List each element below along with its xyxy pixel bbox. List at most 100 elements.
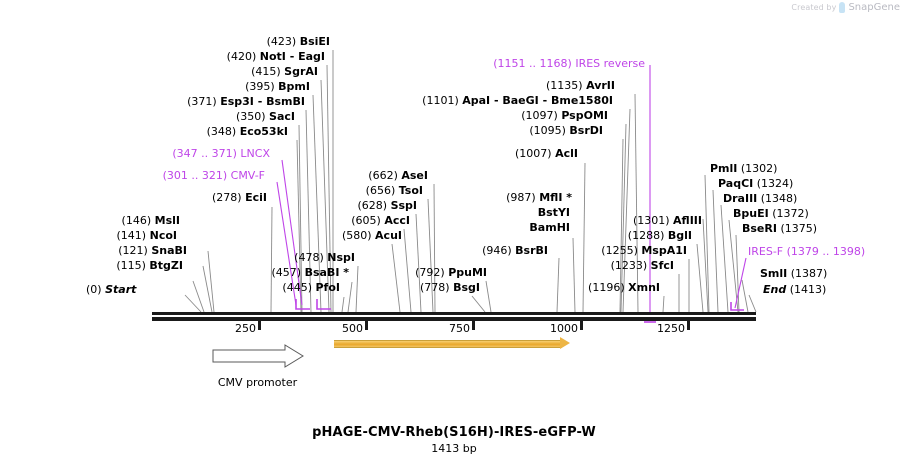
site-enzymes: SmlI — [760, 267, 788, 280]
site-label[interactable]: (423) BsiEI — [60, 36, 330, 48]
primer-label-lncx[interactable]: (347 .. 371) LNCX — [60, 148, 270, 160]
site-label[interactable]: (445) PfoI — [200, 282, 340, 294]
snapgene-watermark: Created by SnapGene — [791, 2, 900, 13]
site-label[interactable]: (1233) SfcI — [540, 260, 674, 272]
site-label[interactable]: BpuEI (1372) — [733, 208, 809, 220]
axis-tick — [365, 321, 368, 330]
site-position: (1375) — [780, 222, 818, 235]
site-label[interactable]: (580) AcuI — [260, 230, 402, 242]
site-position: (1135) — [546, 79, 583, 92]
primer-name: IRES reverse — [575, 57, 645, 70]
page-title: pHAGE-CMV-Rheb(S16H)-IRES-eGFP-W — [312, 425, 596, 440]
cmv-promoter-arrow-shape — [212, 344, 304, 368]
site-enzymes: BsrDI — [569, 124, 603, 137]
site-label[interactable]: (987) MflI * — [420, 192, 572, 204]
site-position: (580) — [341, 229, 372, 242]
site-enzymes: Esp3I - BsmBI — [220, 95, 305, 108]
site-label[interactable]: (946) BsrBI — [420, 245, 548, 257]
primer-range: (1379 .. 1398) — [786, 245, 866, 258]
site-label[interactable]: (1288) BglI — [540, 230, 692, 242]
site-position: (445) — [282, 281, 312, 294]
ires-feature-arrowhead[interactable] — [560, 337, 570, 349]
axis-tick-label: 1000 — [550, 322, 578, 335]
watermark-prefix: Created by — [791, 3, 837, 12]
site-enzymes: BseRI — [742, 222, 777, 235]
primer-range: (1151 .. 1168) — [493, 57, 572, 70]
site-enzymes: AflIII — [673, 214, 702, 227]
site-position: (1233) — [610, 259, 648, 272]
primer-name: CMV-F — [230, 169, 265, 182]
site-label[interactable]: (420) NotI - EagI — [60, 51, 325, 63]
end-label: End — [763, 283, 787, 296]
site-label[interactable]: (656) TsoI — [260, 185, 423, 197]
primer-label-ires-f[interactable]: IRES-F (1379 .. 1398) — [748, 246, 865, 258]
site-label[interactable]: (371) Esp3I - BsmBI — [60, 96, 305, 108]
plasmid-backbone-line-lower[interactable] — [152, 317, 756, 321]
site-label[interactable]: DraIII (1348) — [723, 193, 797, 205]
site-label[interactable]: (792) PpuMI — [330, 267, 487, 279]
site-position: (792) — [415, 266, 445, 279]
site-label[interactable]: (415) SgrAI — [60, 66, 318, 78]
site-enzymes: BstYI — [537, 206, 570, 219]
site-label[interactable]: (1135) AvrII — [380, 80, 615, 92]
site-label[interactable]: (350) SacI — [60, 111, 295, 123]
site-position: (987) — [506, 191, 536, 204]
site-label[interactable]: (348) Eco53kI — [60, 126, 288, 138]
site-label[interactable]: BseRI (1375) — [742, 223, 817, 235]
site-enzymes: TsoI — [398, 184, 423, 197]
site-label[interactable]: PaqCI (1324) — [718, 178, 793, 190]
site-label[interactable]: (121) SnaBI — [60, 245, 187, 257]
site-label[interactable]: (1101) ApaI - BaeGI - Bme1580I — [380, 95, 613, 107]
site-label[interactable]: (1095) BsrDI — [380, 125, 603, 137]
start-marker-label[interactable]: (0) Start — [86, 284, 136, 296]
site-enzymes: SfcI — [650, 259, 674, 272]
primer-name: IRES-F — [748, 245, 784, 258]
site-label[interactable]: (457) BsaBI * — [200, 267, 349, 279]
site-label[interactable]: (115) BtgZI — [60, 260, 183, 272]
site-enzymes: BsaBI * — [304, 266, 349, 279]
site-label[interactable]: (278) EciI — [60, 192, 267, 204]
axis-tick-label: 250 — [235, 322, 256, 335]
site-position: (662) — [368, 169, 398, 182]
site-enzymes: EciI — [245, 191, 267, 204]
plasmid-backbone-line[interactable] — [152, 312, 756, 315]
site-label[interactable]: (141) NcoI — [60, 230, 177, 242]
end-marker-label[interactable]: End (1413) — [763, 284, 826, 296]
site-label[interactable]: (478) NspI — [200, 252, 355, 264]
primer-name: LNCX — [240, 147, 270, 160]
site-label[interactable]: PmlI (1302) — [710, 163, 777, 175]
site-label[interactable]: (1196) XmnI — [540, 282, 660, 294]
site-enzymes: BamHI — [529, 221, 570, 234]
site-label[interactable]: (605) AccI — [260, 215, 410, 227]
site-position: (278) — [212, 191, 242, 204]
site-label[interactable]: (1301) AflIII — [540, 215, 702, 227]
site-label[interactable]: BamHI — [420, 222, 570, 234]
site-position: (1101) — [422, 94, 459, 107]
site-label[interactable]: (395) BpmI — [60, 81, 310, 93]
site-label[interactable]: (146) MslI — [60, 215, 180, 227]
site-label[interactable]: (662) AseI — [260, 170, 428, 182]
site-position: (1007) — [515, 147, 552, 160]
site-label[interactable]: (778) BsgI — [330, 282, 480, 294]
site-label[interactable]: (1007) AclI — [380, 148, 578, 160]
site-enzymes: BpmI — [278, 80, 310, 93]
site-label[interactable]: BstYI — [420, 207, 570, 219]
primer-label-ires-reverse[interactable]: (1151 .. 1168) IRES reverse — [380, 58, 645, 70]
ires-feature-bar[interactable] — [334, 340, 562, 348]
site-enzymes: MslI — [154, 214, 180, 227]
site-label[interactable]: (1097) PspOMI — [380, 110, 608, 122]
site-enzymes: BsiEI — [299, 35, 330, 48]
site-enzymes: BsgI — [453, 281, 480, 294]
axis-tick — [472, 321, 475, 330]
site-label[interactable]: (1255) MspA1I — [540, 245, 687, 257]
site-label[interactable]: (628) SspI — [260, 200, 417, 212]
site-enzymes: NotI - EagI — [259, 50, 325, 63]
site-enzymes: PpuMI — [448, 266, 487, 279]
site-enzymes: AseI — [401, 169, 428, 182]
site-enzymes: AccI — [384, 214, 410, 227]
site-label[interactable]: SmlI (1387) — [760, 268, 827, 280]
primer-label-cmv-f[interactable]: (301 .. 321) CMV-F — [60, 170, 265, 182]
site-position: (121) — [118, 244, 148, 257]
cmv-promoter-label[interactable]: CMV promoter — [217, 376, 298, 389]
